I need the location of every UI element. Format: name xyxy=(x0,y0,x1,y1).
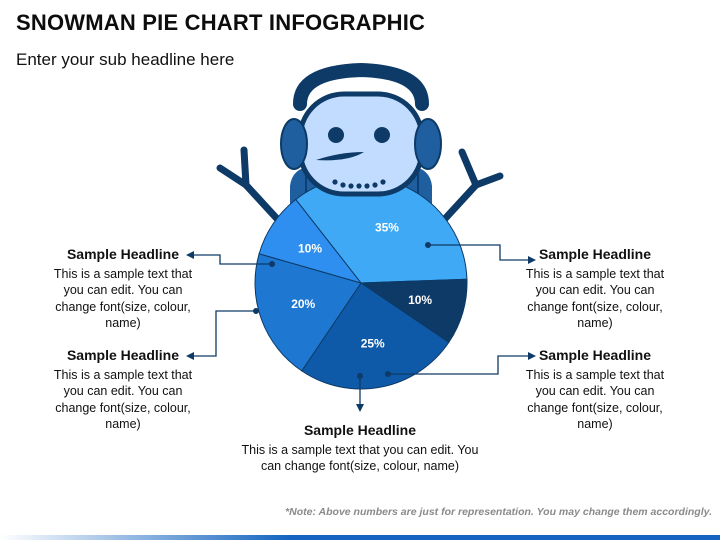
callout-left-top: Sample Headline This is a sample text th… xyxy=(48,246,198,332)
connector-right-top xyxy=(428,244,530,261)
connector-right-bottom xyxy=(388,355,530,375)
pie-chart: 35% 10% 25% 20% 10% xyxy=(254,176,468,390)
connector-left-bottom xyxy=(192,310,256,357)
footnote: *Note: Above numbers are just for repres… xyxy=(285,506,712,518)
callout-left-bottom: Sample Headline This is a sample text th… xyxy=(48,347,198,433)
pie-slice-label-3: 25% xyxy=(361,336,385,350)
pie-slice-3 xyxy=(301,282,450,390)
page-subtitle: Enter your sub headline here xyxy=(16,50,235,69)
snowman-right-eye xyxy=(374,127,390,143)
pie-slice-label-4: 20% xyxy=(291,297,315,311)
callout-right-bottom: Sample Headline This is a sample text th… xyxy=(520,347,670,433)
callout-body: This is a sample text that you can edit.… xyxy=(525,266,665,331)
callout-body: This is a sample text that you can edit.… xyxy=(53,367,193,432)
callout-body: This is a sample text that you can edit.… xyxy=(525,367,665,432)
callout-headline: Sample Headline xyxy=(66,347,180,363)
pie-slice-label-5: 10% xyxy=(298,242,322,256)
callout-right-top: Sample Headline This is a sample text th… xyxy=(520,246,670,332)
callout-headline: Sample Headline xyxy=(66,246,180,262)
connector-left-top xyxy=(192,254,272,265)
snowman-mouth xyxy=(332,179,386,189)
snowman-right-arm xyxy=(438,148,504,226)
pie-slice-5 xyxy=(258,198,363,284)
bottom-accent-bar xyxy=(0,535,720,540)
snowman-left-eye xyxy=(328,127,344,143)
callout-body: This is a sample text that you can edit.… xyxy=(53,266,193,331)
snowman-nose xyxy=(316,152,364,161)
page-title: SNOWMAN PIE CHART INFOGRAPHIC xyxy=(16,10,426,35)
callout-headline: Sample Headline xyxy=(538,246,652,262)
connector-arrowheads xyxy=(186,242,536,412)
pie-slice-label-2: 10% xyxy=(408,293,432,307)
pie-slice-label-1: 35% xyxy=(375,220,399,234)
callout-bottom: Sample Headline This is a sample text th… xyxy=(230,422,490,475)
callout-connectors xyxy=(192,244,530,406)
earmuff-icon xyxy=(280,62,442,170)
snowman-head xyxy=(297,91,425,197)
callout-body: This is a sample text that you can edit.… xyxy=(241,442,479,474)
callout-headline: Sample Headline xyxy=(303,422,417,438)
snowman-left-arm xyxy=(216,146,284,226)
callout-headline: Sample Headline xyxy=(538,347,652,363)
